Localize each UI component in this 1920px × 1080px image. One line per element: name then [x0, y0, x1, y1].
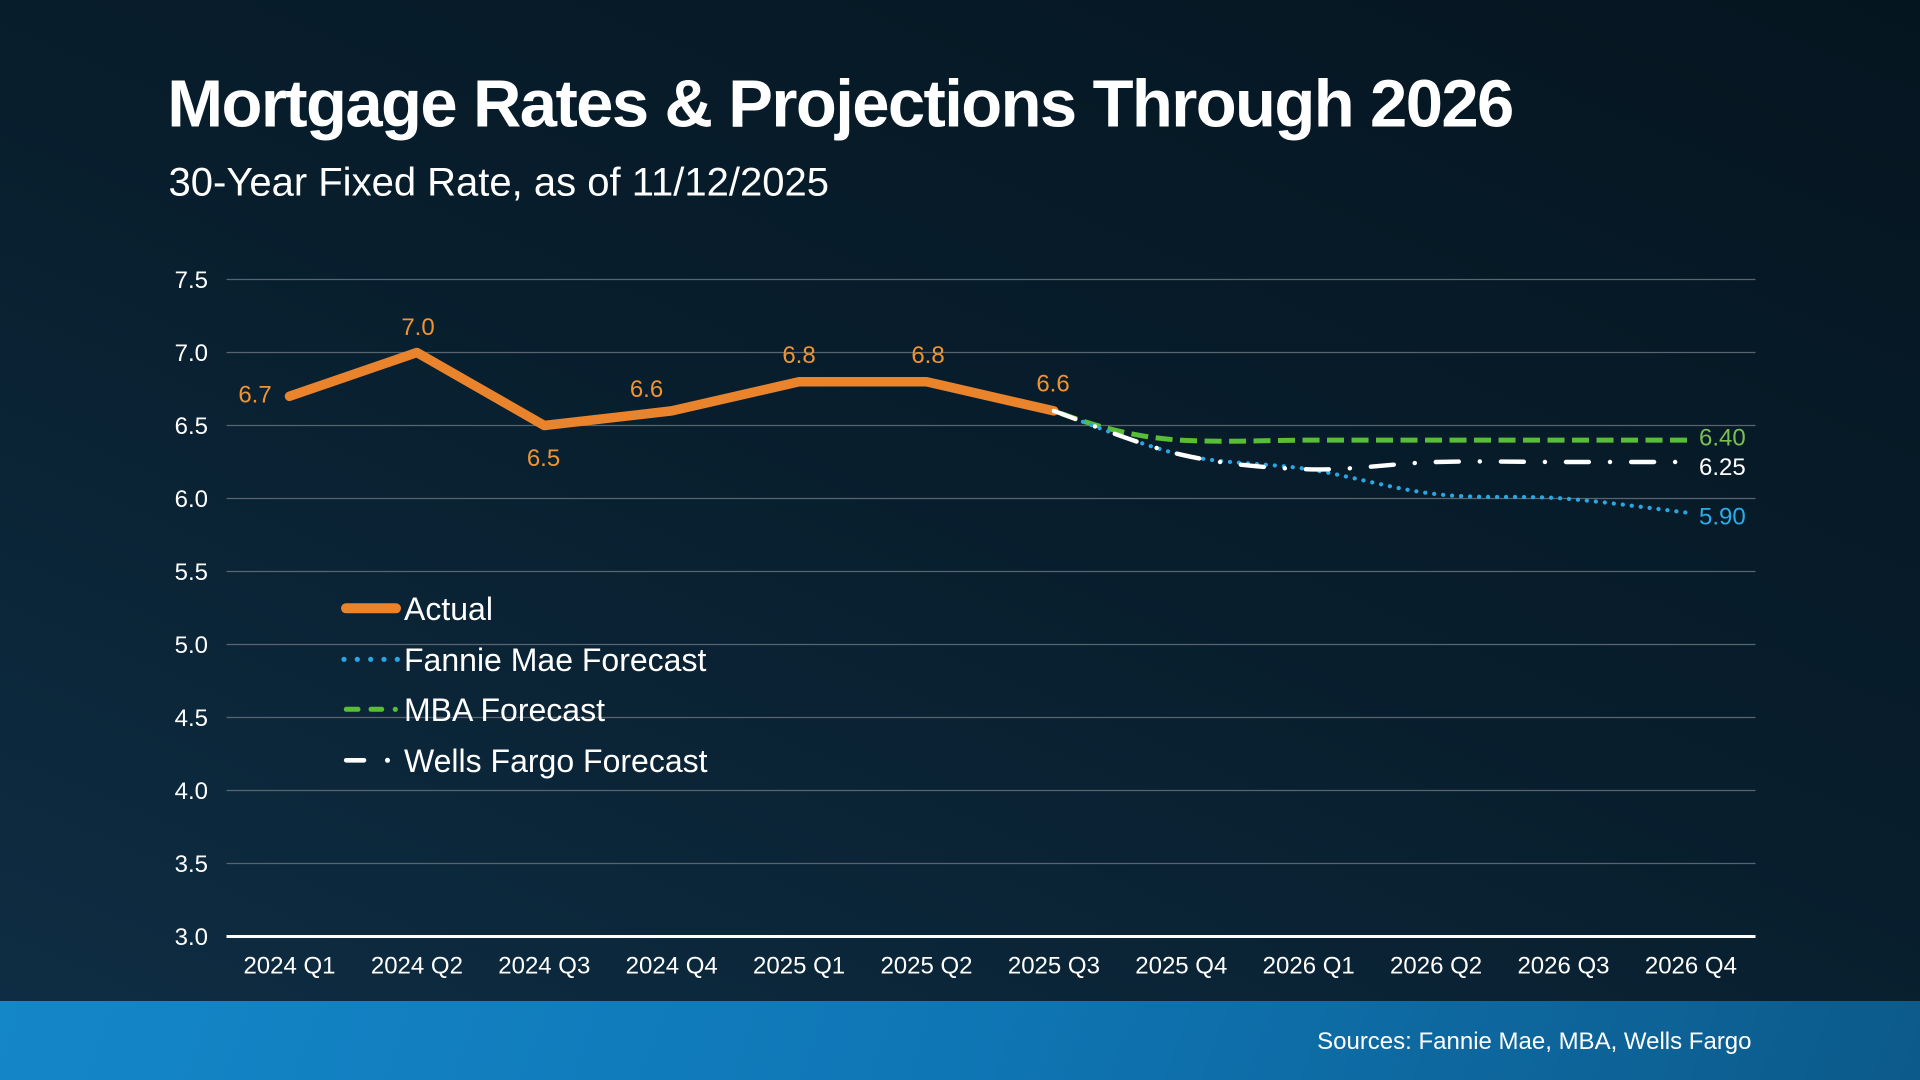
svg-text:2026 Q2: 2026 Q2: [1390, 953, 1482, 980]
svg-text:3.0: 3.0: [175, 924, 208, 951]
svg-text:6.8: 6.8: [911, 342, 944, 369]
svg-text:6.6: 6.6: [1036, 371, 1069, 398]
svg-text:2025 Q3: 2025 Q3: [1008, 953, 1100, 980]
svg-text:5.90: 5.90: [1699, 503, 1746, 530]
svg-text:Wells Fargo Forecast: Wells Fargo Forecast: [404, 743, 708, 779]
svg-text:2025 Q1: 2025 Q1: [753, 953, 845, 980]
svg-text:2024 Q4: 2024 Q4: [626, 953, 718, 980]
svg-text:2025 Q4: 2025 Q4: [1135, 953, 1227, 980]
svg-text:2024 Q1: 2024 Q1: [243, 953, 335, 980]
svg-text:4.5: 4.5: [175, 705, 208, 732]
svg-text:2026 Q4: 2026 Q4: [1645, 953, 1737, 980]
svg-text:3.5: 3.5: [175, 851, 208, 878]
svg-text:7.0: 7.0: [401, 314, 434, 341]
svg-text:6.25: 6.25: [1699, 454, 1746, 481]
svg-text:2026 Q3: 2026 Q3: [1517, 953, 1609, 980]
svg-text:6.8: 6.8: [782, 342, 815, 369]
svg-text:30-Year Fixed Rate, as of 11/1: 30-Year Fixed Rate, as of 11/12/2025: [169, 161, 829, 205]
svg-text:6.0: 6.0: [175, 486, 208, 513]
svg-text:4.0: 4.0: [175, 778, 208, 805]
svg-text:6.7: 6.7: [238, 382, 271, 409]
svg-text:2024 Q2: 2024 Q2: [371, 953, 463, 980]
svg-text:6.5: 6.5: [527, 445, 560, 472]
svg-text:2025 Q2: 2025 Q2: [880, 953, 972, 980]
svg-text:5.5: 5.5: [175, 559, 208, 586]
svg-text:7.0: 7.0: [175, 340, 208, 367]
svg-text:Actual: Actual: [404, 591, 493, 627]
svg-text:6.6: 6.6: [630, 376, 663, 403]
svg-text:7.5: 7.5: [175, 267, 208, 294]
svg-text:2024 Q3: 2024 Q3: [498, 953, 590, 980]
svg-text:MBA Forecast: MBA Forecast: [404, 692, 605, 728]
svg-text:6.40: 6.40: [1699, 425, 1746, 452]
svg-text:Sources: Fannie Mae, MBA, Well: Sources: Fannie Mae, MBA, Wells Fargo: [1317, 1028, 1751, 1055]
svg-text:2026 Q1: 2026 Q1: [1263, 953, 1355, 980]
svg-text:Fannie Mae Forecast: Fannie Mae Forecast: [404, 642, 706, 678]
svg-text:Mortgage Rates & Projections T: Mortgage Rates & Projections Through 202…: [167, 67, 1512, 142]
svg-text:5.0: 5.0: [175, 632, 208, 659]
svg-text:6.5: 6.5: [175, 413, 208, 440]
